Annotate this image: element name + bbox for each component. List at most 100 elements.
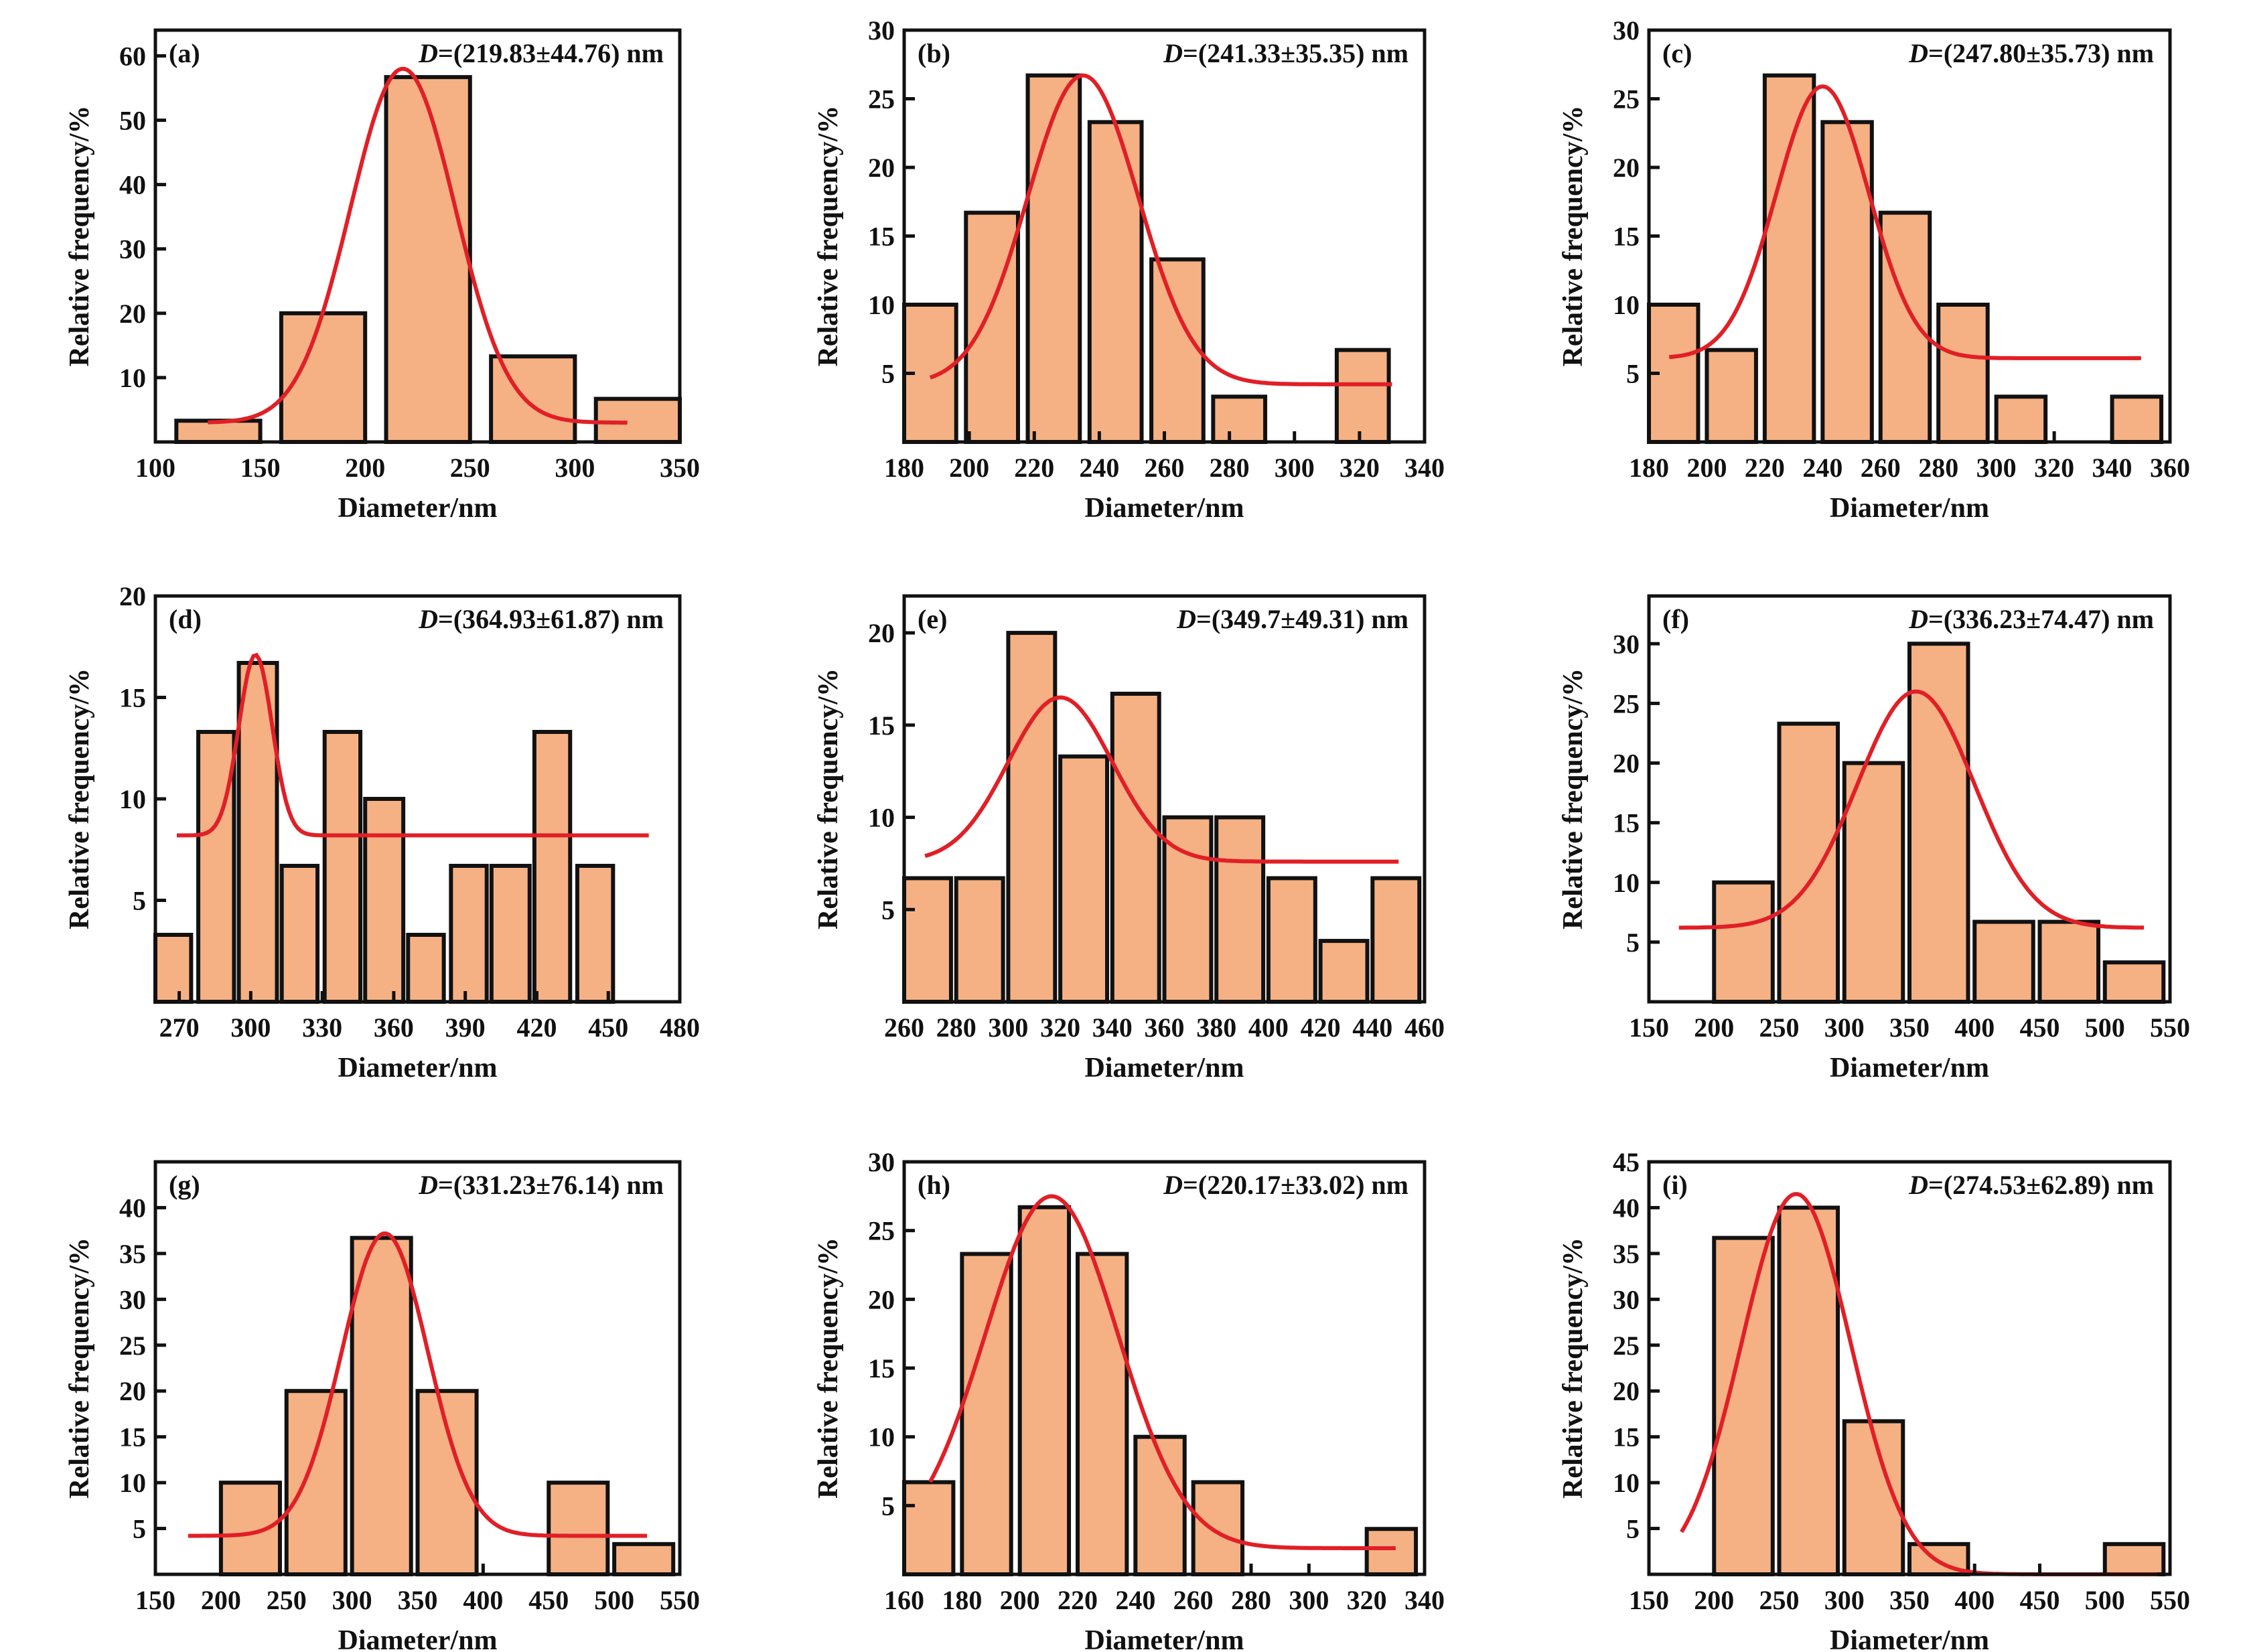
y-tick-label: 15 — [1613, 222, 1640, 252]
panel-label: (d) — [169, 604, 202, 634]
panel-d: 5 10 15 20 270 300 330 360 390 420 450 480 Diameter/… — [64, 581, 700, 1083]
x-tick-label: 150 — [1629, 1585, 1669, 1615]
x-tick-label: 300 — [1824, 1585, 1865, 1615]
x-tick-label: 360 — [374, 1012, 414, 1043]
panel-f: 5 10 15 20 25 30 150 200 250 300 350 400 450 500 550 Di… — [1558, 594, 2190, 1083]
y-tick-label: 5 — [1626, 927, 1640, 958]
x-tick-label: 500 — [594, 1585, 634, 1615]
x-tick-label: 500 — [2085, 1585, 2125, 1615]
gaussian-fit-curve — [929, 73, 1392, 386]
x-axis-title: Diameter/nm — [1085, 1625, 1244, 1652]
annotation-symbol: D — [1163, 1170, 1183, 1200]
panel-label: (g) — [169, 1170, 200, 1200]
x-tick-label: 160 — [884, 1585, 924, 1615]
histogram-bar — [279, 863, 320, 1004]
y-tick-label: 15 — [1613, 808, 1640, 838]
x-tick-label: 400 — [1954, 1012, 1995, 1043]
y-tick-label: 30 — [868, 1147, 895, 1177]
x-tick-label: 250 — [1759, 1012, 1800, 1043]
gaussian-fit-curve — [924, 695, 1399, 864]
annotation-symbol: D — [418, 604, 438, 634]
histogram-bar — [1936, 303, 1990, 444]
y-axis-title: Relative frequency/% — [1558, 106, 1589, 367]
y-tick-label: 10 — [119, 363, 146, 393]
y-tick-label: 30 — [119, 1284, 146, 1315]
histogram-bar — [1334, 348, 1391, 445]
panel-label: (c) — [1662, 38, 1692, 68]
gaussian-fit-curve — [1678, 689, 2145, 930]
annotation-symbol: D — [1163, 38, 1183, 68]
histogram-bar — [960, 1252, 1013, 1577]
x-axis-title: Diameter/nm — [1830, 1053, 1989, 1083]
histogram-bar — [1191, 1480, 1245, 1577]
histogram-bar — [2102, 960, 2166, 1004]
y-tick-label: 20 — [1613, 1376, 1640, 1406]
y-axis-title: Relative frequency/% — [64, 106, 95, 367]
x-tick-label: 300 — [1275, 453, 1315, 483]
histogram-bar — [489, 863, 532, 1004]
y-tick-label: 25 — [868, 84, 895, 115]
x-tick-label: 300 — [230, 1012, 271, 1043]
histogram-bar — [1712, 1235, 1775, 1577]
y-tick-label: 15 — [1613, 1422, 1640, 1452]
x-tick-label: 200 — [1000, 1585, 1040, 1615]
histogram-bar — [1777, 721, 1840, 1004]
mean-diameter-annotation: D=(219.83±44.76) nm — [418, 38, 664, 68]
histogram-bar — [1162, 815, 1214, 1004]
y-tick-label: 10 — [119, 1468, 146, 1498]
y-tick-label: 25 — [1613, 84, 1640, 115]
x-tick-label: 250 — [450, 453, 490, 483]
gaussian-fit-curve — [928, 1194, 1396, 1550]
y-tick-label: 25 — [1613, 688, 1640, 719]
panel-g: 5 10 15 20 25 30 35 40 150 200 250 300 350 400 450 500 5… — [64, 1160, 700, 1652]
histogram-bar — [1087, 120, 1144, 444]
y-tick-label: 15 — [119, 683, 146, 713]
x-tick-label: 200 — [1694, 1012, 1734, 1043]
y-tick-label: 25 — [868, 1216, 895, 1246]
histogram-bar — [279, 311, 368, 444]
annotation-value: =(274.53±62.89) nm — [1928, 1170, 2154, 1200]
x-tick-label: 150 — [135, 1585, 175, 1615]
x-axis-title: Diameter/nm — [338, 1053, 498, 1083]
y-axis-title: Relative frequency/% — [64, 1237, 95, 1499]
histogram-bar — [964, 210, 1020, 444]
y-tick-label: 5 — [1626, 359, 1640, 389]
y-tick-label: 15 — [868, 1353, 895, 1383]
y-axis-title: Relative frequency/% — [813, 106, 844, 367]
mean-diameter-annotation: D=(241.33±35.35) nm — [1163, 38, 1408, 68]
y-tick-label: 10 — [868, 290, 895, 320]
x-tick-label: 450 — [528, 1585, 569, 1615]
x-axis-title: Diameter/nm — [1830, 493, 1989, 524]
y-tick-label: 40 — [119, 170, 146, 200]
x-tick-label: 180 — [884, 453, 924, 483]
histogram-bar — [575, 863, 616, 1004]
gaussian-fit-curve — [177, 652, 649, 838]
y-tick-label: 25 — [119, 1331, 146, 1361]
annotation-symbol: D — [1908, 604, 1928, 634]
annotation-symbol: D — [1908, 1170, 1928, 1200]
x-tick-label: 280 — [936, 1012, 977, 1043]
gaussian-fit-curve — [188, 1231, 648, 1538]
mean-diameter-annotation: D=(247.80±35.73) nm — [1908, 38, 2154, 68]
annotation-value: =(364.93±61.87) nm — [438, 604, 664, 634]
panel-label: (f) — [1662, 604, 1689, 634]
mean-diameter-annotation: D=(220.17±33.02) nm — [1163, 1170, 1408, 1200]
x-tick-label: 270 — [159, 1012, 200, 1043]
x-tick-label: 320 — [1040, 1012, 1080, 1043]
mean-diameter-annotation: D=(336.23±74.47) nm — [1908, 604, 2154, 634]
y-tick-label: 20 — [119, 1376, 146, 1406]
x-tick-label: 200 — [949, 453, 989, 483]
histogram-bar — [532, 730, 573, 1004]
panel-label: (i) — [1662, 1170, 1688, 1200]
x-tick-label: 260 — [1861, 453, 1901, 483]
y-tick-label: 20 — [1613, 749, 1640, 779]
x-tick-label: 260 — [1173, 1585, 1214, 1615]
x-tick-label: 220 — [1058, 1585, 1098, 1615]
x-tick-label: 200 — [201, 1585, 241, 1615]
y-tick-label: 30 — [1613, 1284, 1640, 1315]
x-tick-label: 360 — [2150, 453, 2190, 483]
y-tick-label: 20 — [119, 581, 146, 611]
x-tick-label: 440 — [1352, 1012, 1392, 1043]
x-tick-label: 450 — [2020, 1585, 2060, 1615]
panel-i: 5 10 15 20 25 30 35 40 45 150 200 250 300 350 400 450 50… — [1558, 1147, 2190, 1652]
